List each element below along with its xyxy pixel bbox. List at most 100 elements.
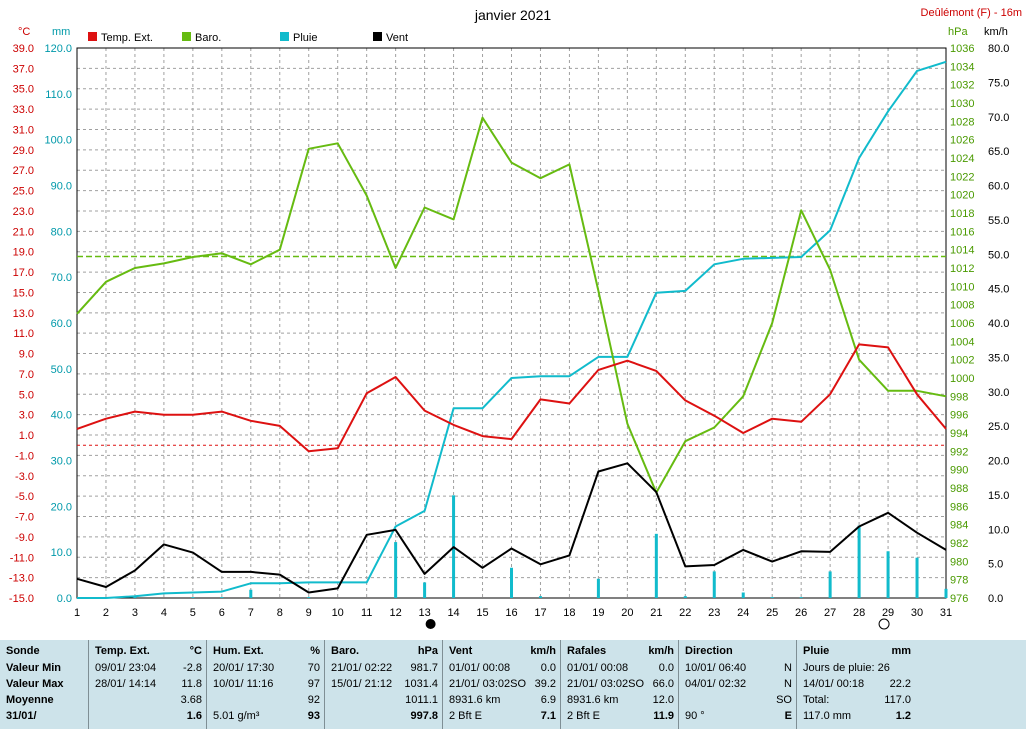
temp-tick-label: -1.0 <box>15 450 34 462</box>
temp-tick-label: 27.0 <box>13 165 34 177</box>
col-unit: °C <box>189 645 202 657</box>
rain-tick-label: 70.0 <box>51 272 72 284</box>
cell: 22.2 <box>889 678 911 690</box>
pressure-tick-label: 992 <box>950 446 968 458</box>
x-tick-label: 22 <box>679 607 691 619</box>
temp-tick-label: 23.0 <box>13 206 34 218</box>
wind-tick-label: 25.0 <box>988 421 1009 433</box>
x-tick-label: 1 <box>74 607 80 619</box>
rain-cumulative-line <box>77 60 947 599</box>
pressure-tick-label: 1014 <box>950 245 974 257</box>
daily-rain-bar <box>423 582 427 598</box>
rain-tick-label: 120.0 <box>44 43 72 55</box>
cell: 10/01/ 11:16 <box>213 678 274 690</box>
full-moon-icon <box>878 618 890 630</box>
rain-tick-label: 0.0 <box>57 593 72 605</box>
cell: 14/01/ 00:18 <box>803 678 865 690</box>
col-header: Pluie <box>803 645 830 657</box>
table-col-wind: Vent km/h 01/01/ 00:08 0.0 21/01/ 03:02SO 3… <box>443 640 561 729</box>
legend: Temp. Ext. Baro. Pluie Vent <box>88 32 408 44</box>
x-tick-label: 12 <box>390 607 402 619</box>
pressure-tick-label: 1016 <box>950 226 974 238</box>
x-tick-label: 24 <box>737 607 749 619</box>
cell: 997.8 <box>410 710 438 722</box>
temp-tick-label: -5.0 <box>15 491 34 503</box>
cell: 11.8 <box>181 678 202 690</box>
x-tick-label: 29 <box>882 607 894 619</box>
col-header: Hum. Ext. <box>213 645 264 657</box>
wind-tick-label: 50.0 <box>988 249 1009 261</box>
wind-tick-label: 80.0 <box>988 43 1009 55</box>
cell: 39.2 <box>534 678 556 690</box>
col-unit: hPa <box>417 645 438 657</box>
x-tick-label: 31 <box>940 607 952 619</box>
pressure-tick-label: 986 <box>950 501 968 513</box>
plot-frame <box>76 47 947 599</box>
wind-tick-label: 40.0 <box>988 318 1009 330</box>
temp-tick-label: 37.0 <box>13 63 34 75</box>
cell: Total: <box>803 694 830 706</box>
daily-rain-bar <box>191 597 195 598</box>
x-tick-label: 15 <box>476 607 488 619</box>
cell: 15/01/ 21:12 <box>331 678 393 690</box>
temp-tick-label: 39.0 <box>13 43 34 55</box>
x-tick-label: 2 <box>103 607 109 619</box>
cell: 2 Bft E <box>567 710 601 722</box>
x-tick-label: 14 <box>447 607 459 619</box>
new-moon-icon <box>425 619 436 629</box>
table-col-temp: Temp. Ext. °C 09/01/ 23:04 -2.8 28/01/ 14:… <box>89 640 207 729</box>
temp-tick-label: -15.0 <box>9 593 34 605</box>
x-tick-label: 7 <box>248 607 254 619</box>
cell: 21/01/ 03:02SO <box>449 678 527 690</box>
cell: 01/01/ 00:08 <box>449 662 511 674</box>
temp-tick-label: 1.0 <box>19 430 34 442</box>
cell: 01/01/ 00:08 <box>567 662 629 674</box>
row-label-min: Valeur Min <box>6 662 62 674</box>
cell: 2 Bft E <box>449 710 483 722</box>
pressure-tick-label: 1002 <box>950 355 974 367</box>
chart-title: janvier 2021 <box>474 7 551 23</box>
table-col-baro: Baro. hPa 21/01/ 02:22 981.7 15/01/ 21:12 1… <box>325 640 443 729</box>
wind-tick-label: 55.0 <box>988 215 1009 227</box>
x-tick-label: 4 <box>161 607 167 619</box>
cell: 21/01/ 03:02SO <box>567 678 645 690</box>
daily-rain-bar <box>799 597 803 598</box>
table-col-rain: Pluie mm Jours de pluie: 26 14/01/ 00:18 2… <box>797 640 915 729</box>
table-col-direction: Direction 10/01/ 06:40 N 04/01/ 02:32 N SO… <box>679 640 797 729</box>
pressure-tick-label: 1010 <box>950 281 974 293</box>
cell: 1031.4 <box>404 678 438 690</box>
x-tick-label: 25 <box>766 607 778 619</box>
table-col-hum: Hum. Ext.% 20/01/ 17:30 70 10/01/ 11:16 97… <box>207 640 325 729</box>
x-tick-label: 9 <box>306 607 312 619</box>
daily-rain-bar <box>307 597 311 598</box>
rain-tick-label: 100.0 <box>44 135 72 147</box>
daily-rain-bar <box>828 571 832 598</box>
temp-tick-label: 19.0 <box>13 247 34 259</box>
temp-tick-label: 17.0 <box>13 267 34 279</box>
temp-tick-label: -13.0 <box>9 573 34 585</box>
pressure-tick-label: 1006 <box>950 318 974 330</box>
cell: 3.68 <box>180 694 202 706</box>
rain-unit: mm <box>52 26 70 38</box>
x-tick-label: 20 <box>621 607 633 619</box>
cell: 11.9 <box>653 710 674 722</box>
temp-unit: °C <box>18 26 30 38</box>
temp-line <box>76 343 947 453</box>
cell: N <box>784 678 792 690</box>
wind-tick-label: 30.0 <box>988 387 1009 399</box>
col-unit: mm <box>891 645 911 657</box>
cell: 09/01/ 23:04 <box>95 662 157 674</box>
rain-tick-label: 90.0 <box>51 181 72 193</box>
temp-tick-label: 35.0 <box>13 84 34 96</box>
x-tick-label: 10 <box>332 607 344 619</box>
legend-rain: Pluie <box>293 32 317 44</box>
cell: 5.01 g/m³ <box>213 710 260 722</box>
x-tick-label: 5 <box>190 607 196 619</box>
cell: 21/01/ 02:22 <box>331 662 393 674</box>
temp-tick-label: 9.0 <box>19 349 34 361</box>
cell: 117.0 mm <box>803 710 852 722</box>
pressure-tick-label: 1004 <box>950 336 974 348</box>
wind-tick-label: 70.0 <box>988 112 1009 124</box>
wind-tick-label: 45.0 <box>988 284 1009 296</box>
pressure-tick-label: 1036 <box>950 43 974 55</box>
